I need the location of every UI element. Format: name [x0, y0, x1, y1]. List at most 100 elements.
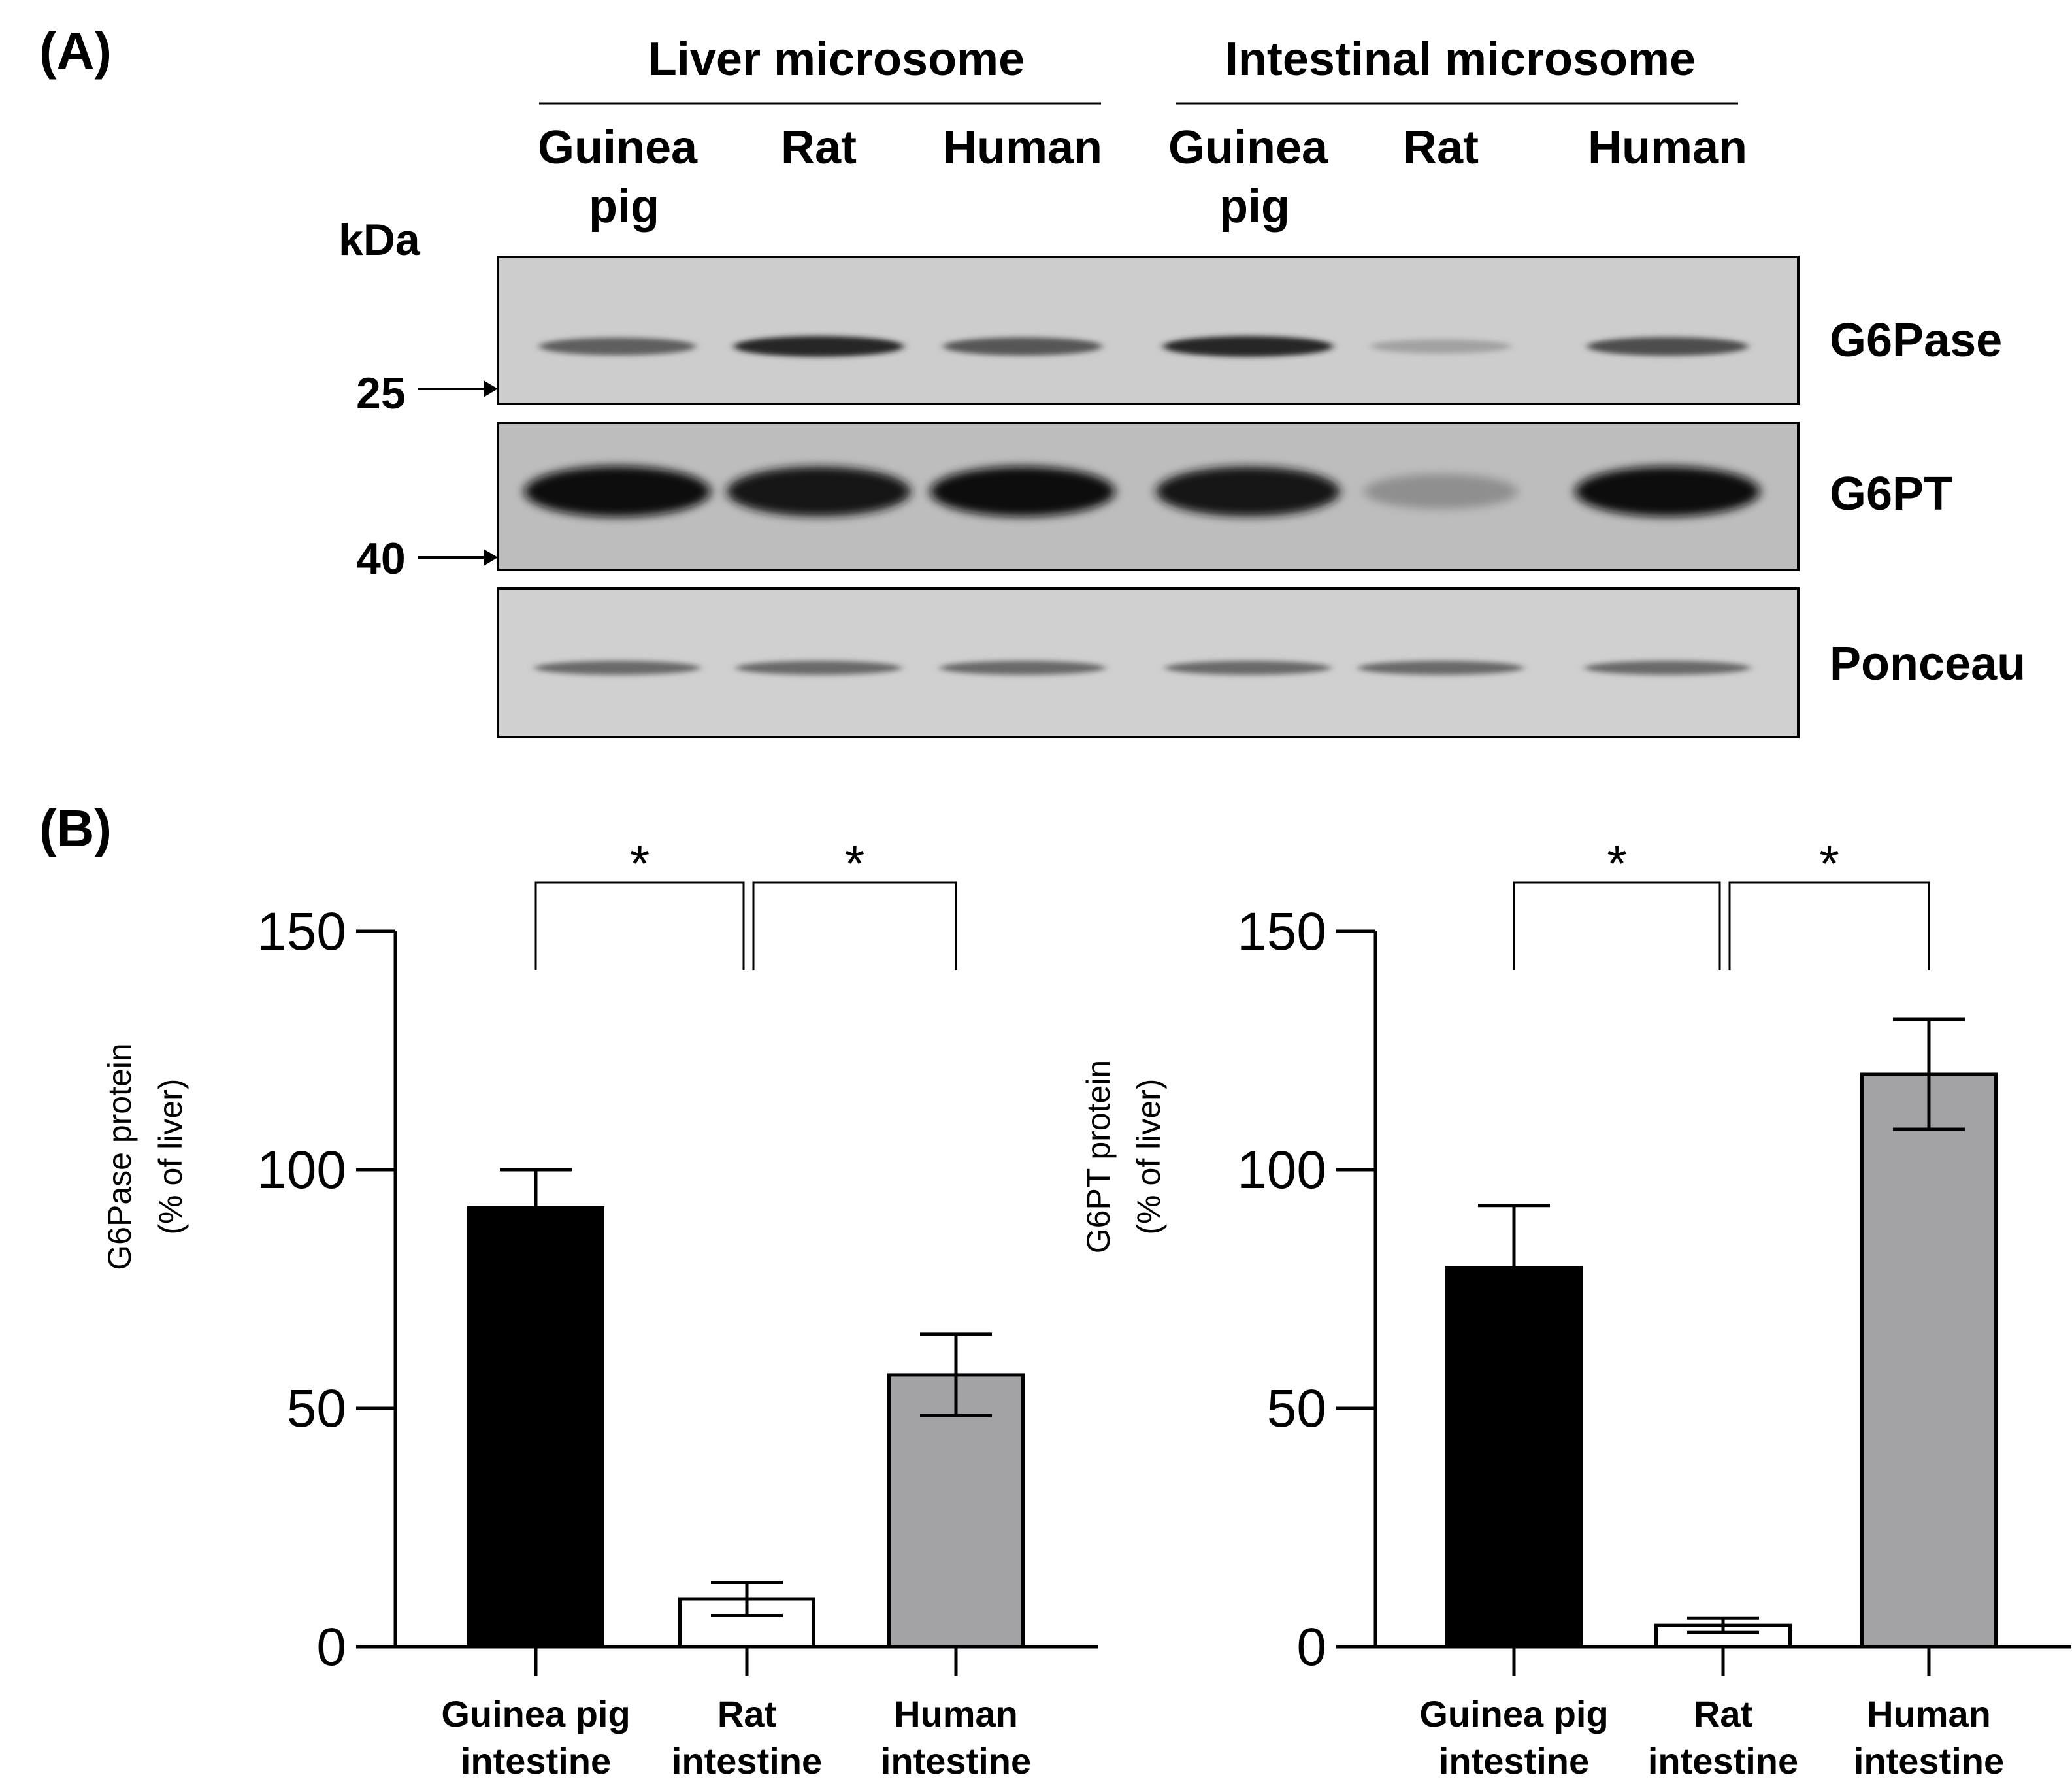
blot-strip-g6pt — [497, 422, 1800, 571]
significance-bracket: * — [1513, 835, 1721, 970]
blot-band — [534, 661, 700, 675]
y-axis-label: (% of liver) — [1130, 1079, 1167, 1235]
blot-band — [1587, 337, 1749, 356]
x-tick-label-line: intestine — [461, 1740, 611, 1781]
x-tick-label: Guinea pig intestine — [1419, 1693, 1608, 1781]
x-tick-label: Human intestine — [1854, 1693, 2004, 1781]
kda-label: kDa — [338, 215, 421, 265]
lane-label-line: Human — [1588, 122, 1747, 174]
y-tick-label: 150 — [257, 902, 346, 961]
significance-star: * — [630, 835, 650, 892]
blot-background — [497, 256, 1800, 405]
blot-band — [1585, 661, 1751, 675]
x-tick-label-line: Rat — [717, 1693, 776, 1734]
y-tick-label: 100 — [257, 1140, 346, 1200]
x-tick-label: Rat intestine — [672, 1693, 822, 1781]
significance-bracket: * — [752, 835, 957, 970]
blot-band — [1370, 339, 1511, 354]
x-tick-label-line: intestine — [672, 1740, 822, 1781]
x-tick-label-line: intestine — [1648, 1740, 1798, 1781]
blot-band — [1165, 661, 1331, 675]
error-bar — [500, 1168, 572, 1248]
lane-label: Guinea pig — [538, 122, 698, 233]
lane-label-line: Guinea — [538, 122, 698, 174]
blot-background — [497, 587, 1800, 738]
y-tick-label: 0 — [316, 1617, 346, 1677]
x-tick-label-line: Rat — [1694, 1693, 1752, 1734]
x-tick-label: Guinea pig intestine — [441, 1693, 630, 1781]
error-bar — [1687, 1616, 1759, 1634]
error-bar — [1478, 1204, 1550, 1332]
blot-band — [1358, 661, 1524, 675]
significance-bracket: * — [534, 835, 745, 970]
blot-bands — [534, 661, 1751, 675]
blot-band — [734, 336, 904, 357]
significance-bracket: * — [1728, 835, 1930, 970]
group-header-intestinal: Intestinal microsome — [1225, 33, 1696, 86]
bar — [1860, 1072, 1998, 1649]
error-bar — [711, 1580, 783, 1618]
blot-band — [539, 337, 696, 356]
blot-band — [1156, 466, 1340, 517]
error-bar — [1893, 1017, 1965, 1131]
blot-strip-ponceau — [497, 587, 1800, 738]
significance-star: * — [1819, 835, 1839, 892]
blot-band — [940, 661, 1106, 675]
x-tick-label-line: Human — [894, 1693, 1018, 1734]
bar — [887, 1373, 1025, 1649]
x-tick-label-line: Human — [1867, 1693, 1991, 1734]
significance-star: * — [845, 835, 864, 892]
blot-bands — [524, 466, 1760, 517]
marker-40: 40 — [356, 534, 406, 584]
lane-label: Human — [943, 122, 1102, 174]
x-tick-label-line: intestine — [1854, 1740, 2004, 1781]
y-axis-label: (% of liver) — [152, 1079, 189, 1235]
y-tick-label: 50 — [1267, 1379, 1326, 1438]
y-tick-label: 100 — [1237, 1140, 1326, 1200]
x-tick-label-line: Guinea pig — [441, 1693, 630, 1734]
blot-label-ponceau: Ponceau — [1830, 638, 2026, 690]
x-tick-label-line: intestine — [881, 1740, 1031, 1781]
blot-label-g6pt: G6PT — [1830, 468, 1952, 520]
panel-a-label: (A) — [39, 22, 112, 80]
blot-band — [1163, 336, 1333, 357]
bar — [467, 1206, 604, 1649]
x-tick-label: Human intestine — [881, 1693, 1031, 1781]
lane-label-line: Guinea — [1168, 122, 1328, 174]
lane-label-line: Human — [943, 122, 1102, 174]
y-tick-label: 0 — [1296, 1617, 1326, 1677]
x-tick-label-line: intestine — [1439, 1740, 1589, 1781]
x-tick-label: Rat intestine — [1648, 1693, 1798, 1781]
significance-star: * — [1607, 835, 1626, 892]
lane-label: Rat — [1403, 122, 1479, 174]
lane-label: Guinea pig — [1168, 122, 1328, 233]
blot-bands — [539, 336, 1749, 357]
lane-label-line: pig — [1219, 180, 1290, 233]
marker-25-arrowhead — [484, 380, 498, 397]
chart-g6pase: 0 50 100 150 G6Pase protein (% of liver) Guine… — [101, 835, 1098, 1781]
error-bar — [920, 1332, 992, 1417]
blot-label-g6pase: G6Pase — [1830, 314, 2002, 367]
lane-label: Human — [1588, 122, 1747, 174]
lane-label-line: Rat — [1403, 122, 1479, 174]
blot-band — [1364, 474, 1518, 509]
blot-band — [943, 337, 1102, 356]
marker-25: 25 — [356, 369, 406, 418]
y-tick-label: 150 — [1237, 902, 1326, 961]
lane-label-line: pig — [589, 180, 659, 233]
marker-40-arrowhead — [484, 549, 498, 566]
group-header-liver: Liver microsome — [648, 33, 1025, 86]
x-tick-label-line: Guinea pig — [1419, 1693, 1608, 1734]
lane-label-line: Rat — [781, 122, 857, 174]
y-axis-label: G6PT protein — [1080, 1060, 1117, 1253]
panel-b-label: (B) — [39, 799, 112, 857]
lane-label: Rat — [781, 122, 857, 174]
blot-strip-g6pase — [497, 256, 1800, 405]
chart-g6pt: 0 50 100 150 G6PT protein (% of liver) Guinea … — [1080, 835, 2071, 1781]
blot-band — [1575, 466, 1760, 517]
blot-band — [930, 466, 1115, 517]
blot-band — [727, 466, 911, 517]
blot-band — [524, 466, 711, 517]
blot-band — [736, 661, 902, 675]
